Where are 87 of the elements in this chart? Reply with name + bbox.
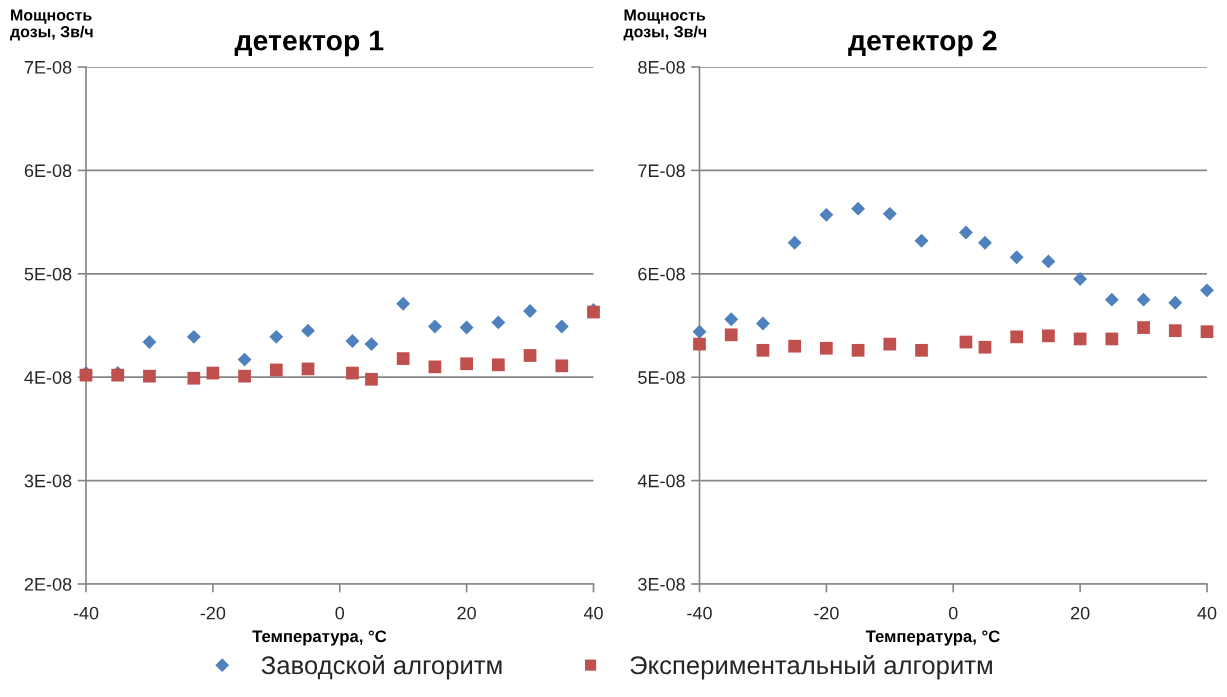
point	[883, 337, 897, 351]
y-tick-label: 8E-08	[638, 60, 685, 74]
point	[1010, 330, 1024, 344]
y-tick-label: 7E-08	[24, 60, 72, 74]
y-axis-title: Мощность дозы, Зв/ч	[623, 9, 707, 41]
point	[396, 296, 411, 311]
point	[186, 329, 201, 344]
chart-title: детектор 1	[234, 30, 384, 57]
y-tick-label: 7E-08	[638, 164, 685, 178]
point	[364, 337, 379, 352]
point	[1073, 272, 1088, 286]
point	[269, 329, 284, 344]
y-tick-label: 3E-08	[24, 474, 72, 488]
point	[978, 235, 992, 250]
point	[237, 352, 252, 367]
x-tick-label: -20	[200, 606, 226, 620]
point	[756, 343, 770, 357]
legend-label: Заводской алгоритм	[261, 655, 502, 680]
point	[1200, 283, 1214, 298]
y-tick-label: 5E-08	[638, 371, 685, 384]
y-tick-label: 4E-08	[24, 371, 72, 384]
point	[459, 320, 474, 335]
y-tick-label: 6E-08	[24, 164, 72, 178]
point	[820, 341, 833, 355]
point	[1200, 325, 1214, 339]
point	[491, 358, 505, 372]
point	[427, 319, 442, 334]
point	[554, 319, 569, 334]
point	[1137, 321, 1150, 334]
x-tick-label: 0	[948, 606, 958, 620]
point	[724, 312, 739, 327]
legend-label: Экспериментальный алгоритм	[630, 655, 992, 680]
point	[238, 369, 251, 383]
point	[523, 349, 537, 362]
x-tick-label: 20	[457, 606, 476, 620]
point	[819, 207, 834, 222]
point	[365, 372, 378, 386]
x-tick-label: 40	[583, 606, 603, 620]
y-tick-label: 3E-08	[638, 577, 685, 591]
point	[914, 233, 929, 248]
point	[788, 339, 802, 353]
point	[269, 363, 283, 377]
point	[693, 337, 706, 351]
point	[692, 324, 707, 339]
y-tick-label: 5E-08	[24, 267, 72, 281]
point	[787, 235, 802, 250]
point	[523, 304, 538, 318]
chart-title: детектор 2	[848, 30, 997, 57]
x-tick-label: 0	[335, 606, 345, 620]
point	[301, 323, 315, 338]
point	[1168, 295, 1183, 310]
point	[851, 201, 866, 216]
point	[460, 357, 473, 371]
point	[978, 340, 992, 354]
point	[1104, 292, 1119, 307]
x-axis-title: Температура, °C	[252, 630, 387, 646]
point	[345, 334, 360, 348]
x-axis-title: Температура, °C	[865, 630, 1000, 646]
y-axis-title: Мощность дозы, Зв/ч	[10, 9, 93, 41]
point	[1042, 329, 1055, 343]
x-tick-label: -40	[687, 606, 712, 620]
point	[915, 343, 928, 357]
point	[851, 343, 865, 357]
point	[396, 352, 410, 365]
point	[346, 366, 359, 380]
point	[1009, 250, 1024, 265]
point	[755, 316, 770, 331]
point	[1041, 254, 1056, 269]
y-tick-label: 6E-08	[638, 267, 685, 281]
point	[882, 206, 897, 221]
point	[428, 360, 442, 374]
x-tick-label: 40	[1197, 606, 1217, 620]
x-tick-label: 20	[1070, 606, 1090, 620]
point	[1168, 324, 1182, 338]
point	[724, 328, 738, 342]
point	[187, 371, 201, 385]
y-tick-label: 4E-08	[637, 474, 685, 488]
point	[1105, 332, 1119, 346]
point	[491, 315, 506, 330]
y-tick-label: 2E-08	[24, 577, 72, 591]
point	[958, 225, 973, 240]
point	[142, 335, 157, 349]
x-tick-label: -40	[73, 606, 99, 620]
point	[1136, 292, 1151, 307]
point	[143, 369, 156, 383]
point	[555, 359, 569, 373]
x-tick-label: -20	[814, 606, 839, 620]
